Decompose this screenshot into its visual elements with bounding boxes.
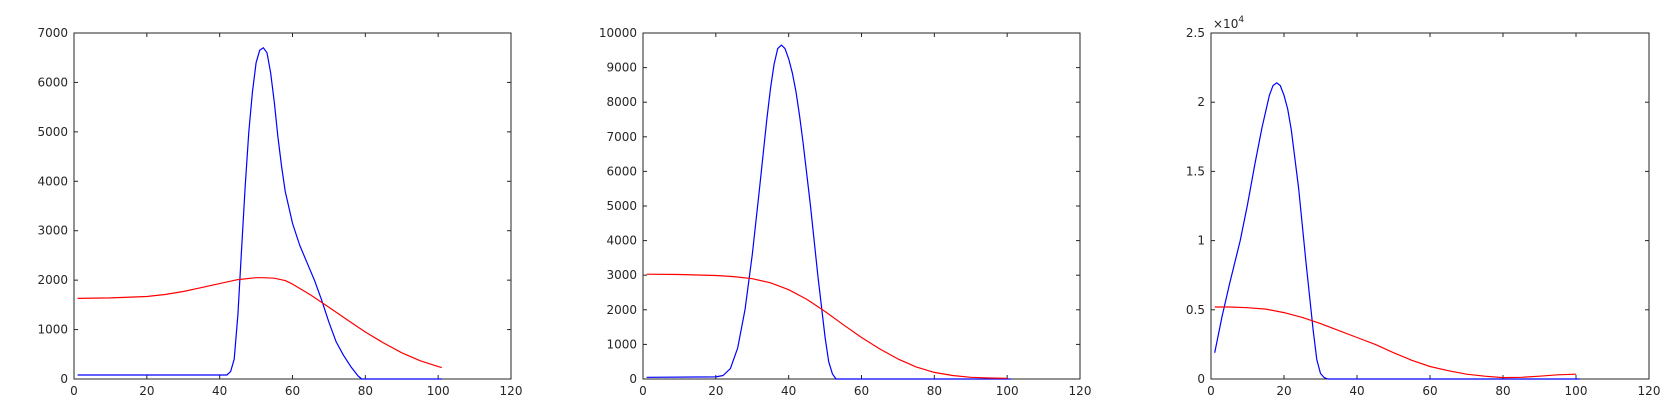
y-tick-label: 10000 <box>599 26 637 40</box>
x-tick-label: 120 <box>1069 384 1092 398</box>
series-line-red <box>1214 306 1577 379</box>
x-tick-label: 0 <box>70 384 78 398</box>
x-tick-label: 100 <box>996 384 1019 398</box>
y-tick-label: 0 <box>629 372 637 386</box>
y-tick-label: 2000 <box>37 273 68 287</box>
y-tick-label: 0 <box>1197 372 1205 386</box>
series-line-red <box>646 273 1008 379</box>
x-tick-label: 40 <box>781 384 796 398</box>
series-line-blue <box>1214 82 1580 380</box>
x-tick-label: 60 <box>1422 384 1437 398</box>
y-tick-label: 2 <box>1197 95 1205 109</box>
x-tick-label: 0 <box>639 384 647 398</box>
x-tick-label: 80 <box>358 384 373 398</box>
y-tick-label: 5000 <box>606 199 637 213</box>
y-tick-label: 4000 <box>606 234 637 248</box>
y-tick-label: 2000 <box>606 303 637 317</box>
chart-panel-2: 0 20 40 60 80 100 120 0 1000 2000 3000 4000 5000 6000… <box>599 26 1092 398</box>
x-tick-label: 60 <box>854 384 869 398</box>
y-tick-label: 5000 <box>37 125 68 139</box>
series-line-red <box>77 277 442 369</box>
x-tick-label: 100 <box>1565 384 1588 398</box>
y-tick-label: 1000 <box>606 337 637 351</box>
y-tick-label: 6000 <box>606 164 637 178</box>
y-tick-label: 1000 <box>37 323 68 337</box>
y-tick-label: 6000 <box>37 75 68 89</box>
y-tick-label: 2.5 <box>1186 26 1205 40</box>
x-tick-label: 80 <box>927 384 942 398</box>
x-tick-label: 40 <box>1349 384 1364 398</box>
x-tick-label: 100 <box>427 384 450 398</box>
x-tick-label: 20 <box>708 384 723 398</box>
series-line-blue <box>646 44 1011 380</box>
x-tick-label: 20 <box>139 384 154 398</box>
y-tick-label: 8000 <box>606 95 637 109</box>
chart-panel-1: 0 20 40 60 80 100 120 0 1000 2000 3000 4000 5000 6000… <box>37 26 522 398</box>
x-tick-label: 20 <box>1276 384 1291 398</box>
y-tick-label: 3000 <box>606 268 637 282</box>
y-tick-label: 0.5 <box>1186 303 1205 317</box>
y-tick-label: 3000 <box>37 224 68 238</box>
y-tick-label: 7000 <box>606 130 637 144</box>
x-tick-label: 0 <box>1207 384 1215 398</box>
chart-panel-3: 0 20 40 60 80 100 120 0 0.5 1 1.5 2 2.5 ×104 <box>1186 15 1661 398</box>
x-tick-label: 120 <box>1638 384 1661 398</box>
axes-box <box>73 32 512 380</box>
x-tick-label: 40 <box>212 384 227 398</box>
y-tick-label: 1 <box>1197 234 1205 248</box>
x-tick-label: 60 <box>285 384 300 398</box>
y-tick-label: 0 <box>60 372 68 386</box>
axes-box <box>642 32 1081 380</box>
y-exponent-label: ×104 <box>1213 15 1244 31</box>
x-tick-label: 80 <box>1495 384 1510 398</box>
axes-box <box>1210 32 1650 380</box>
x-tick-label: 120 <box>500 384 523 398</box>
series-line-blue <box>77 47 442 380</box>
y-tick-label: 7000 <box>37 26 68 40</box>
y-tick-label: 1.5 <box>1186 164 1205 178</box>
y-tick-label: 9000 <box>606 61 637 75</box>
y-tick-label: 4000 <box>37 174 68 188</box>
